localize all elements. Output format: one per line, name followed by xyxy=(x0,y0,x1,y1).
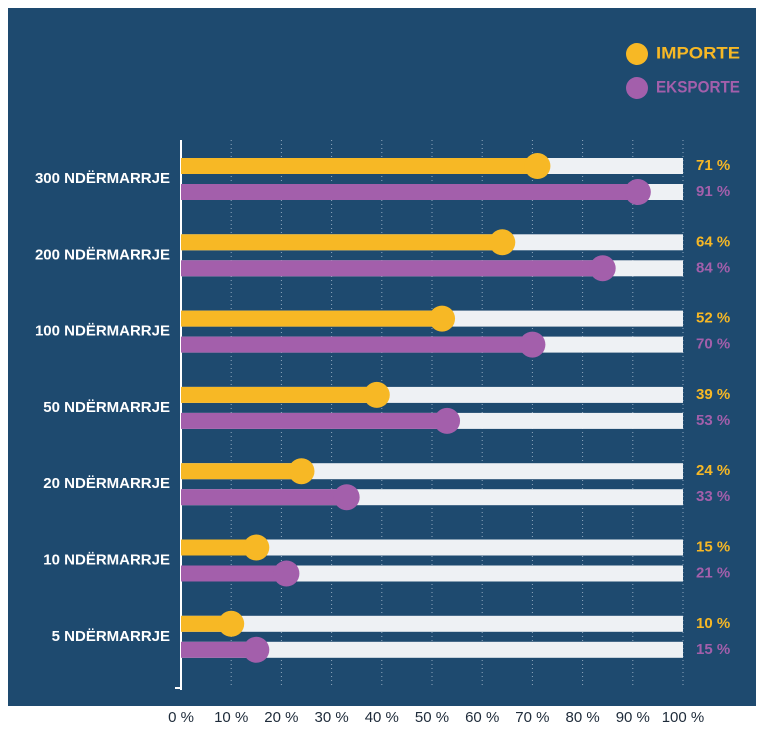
x-tick-label: 90 % xyxy=(616,709,650,726)
category-label: 100 NDËRMARRJE xyxy=(35,323,170,340)
x-tick-label: 80 % xyxy=(565,709,599,726)
category-label: 300 NDËRMARRJE xyxy=(35,170,170,187)
value-label: 71 % xyxy=(696,157,730,174)
bar xyxy=(181,184,638,200)
value-label: 15 % xyxy=(696,641,730,658)
bar xyxy=(181,386,377,403)
value-label: 64 % xyxy=(696,233,730,250)
x-tick-label: 70 % xyxy=(515,709,549,726)
bar-dot xyxy=(429,305,456,332)
value-label: 21 % xyxy=(696,564,730,581)
category-label: 50 NDËRMARRJE xyxy=(43,399,170,416)
bar-dot xyxy=(363,381,390,408)
x-tick-label: 20 % xyxy=(264,709,298,726)
bar xyxy=(181,412,448,429)
value-label: 91 % xyxy=(696,183,730,200)
bar-dot xyxy=(273,560,300,587)
bar-dot xyxy=(589,255,616,282)
bar-dot xyxy=(243,534,270,561)
legend-label: EKSPORTE xyxy=(656,77,740,96)
category-label: 200 NDËRMARRJE xyxy=(35,246,170,263)
track xyxy=(181,539,683,556)
value-label: 70 % xyxy=(696,336,730,353)
bar-dot xyxy=(624,179,651,205)
category-label: 20 NDËRMARRJE xyxy=(43,475,170,492)
bar xyxy=(181,234,503,251)
bar xyxy=(181,463,302,480)
category-label: 5 NDËRMARRJE xyxy=(52,628,170,645)
legend-swatch xyxy=(626,77,648,99)
category-label: 10 NDËRMARRJE xyxy=(43,551,170,568)
bar-dot xyxy=(519,331,546,358)
bar xyxy=(181,336,533,353)
bar-dot xyxy=(243,636,270,663)
bar xyxy=(181,641,257,658)
value-label: 33 % xyxy=(696,488,730,505)
value-label: 52 % xyxy=(696,310,730,327)
bar-dot xyxy=(218,610,245,637)
bar-dot xyxy=(489,229,516,256)
x-tick-label: 10 % xyxy=(214,709,248,726)
bar xyxy=(181,615,232,632)
bar xyxy=(181,539,257,556)
x-tick-label: 100 % xyxy=(662,709,705,726)
value-label: 84 % xyxy=(696,259,730,276)
x-tick-label: 0 % xyxy=(168,709,194,726)
track xyxy=(181,565,683,582)
bar-dot xyxy=(434,407,461,434)
legend-swatch xyxy=(626,43,648,65)
track xyxy=(181,641,683,658)
bar xyxy=(181,565,287,582)
bar-dot xyxy=(288,458,315,485)
x-tick-label: 40 % xyxy=(365,709,399,726)
value-label: 15 % xyxy=(696,538,730,555)
x-tick-label: 60 % xyxy=(465,709,499,726)
bar xyxy=(181,158,538,174)
legend-label: IMPORTE xyxy=(656,43,740,62)
value-label: 10 % xyxy=(696,615,730,632)
x-tick-label: 30 % xyxy=(314,709,348,726)
bar-dot xyxy=(333,484,360,511)
track xyxy=(181,615,683,632)
bar-dot xyxy=(524,153,551,179)
bar xyxy=(181,489,347,506)
value-label: 24 % xyxy=(696,462,730,479)
value-label: 53 % xyxy=(696,412,730,429)
bar xyxy=(181,310,443,327)
bar xyxy=(181,260,603,277)
value-label: 39 % xyxy=(696,386,730,403)
x-tick-label: 50 % xyxy=(415,709,449,726)
